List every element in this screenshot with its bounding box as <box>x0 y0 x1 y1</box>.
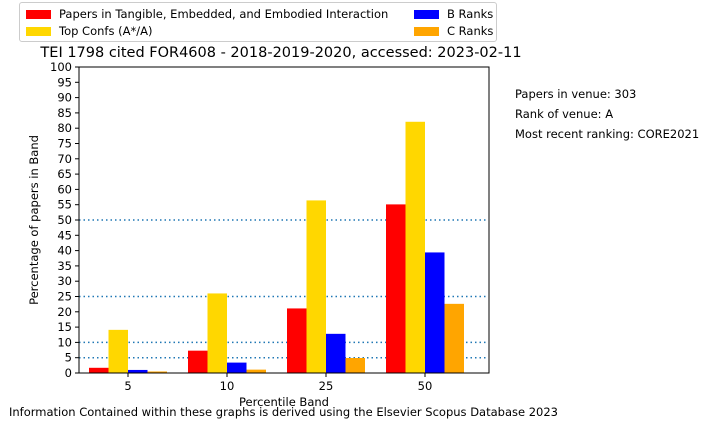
x-tick-label: 25 <box>319 379 334 393</box>
legend-item-b-ranks: B Ranks <box>414 7 493 21</box>
bar-5-series-1 <box>108 329 128 373</box>
bar-50-series-2 <box>425 252 445 373</box>
bar-5-series-0 <box>89 367 109 373</box>
x-axis-label: Percentile Band <box>239 395 329 409</box>
papers-in-venue: Papers in venue: 303 <box>515 87 637 101</box>
footer-note: Information Contained within these graph… <box>9 405 558 419</box>
y-tick-label: 10 <box>57 335 72 349</box>
bar-10-series-2 <box>227 362 247 373</box>
bar-50-series-3 <box>444 303 464 373</box>
y-tick-label: 20 <box>57 305 72 319</box>
y-tick-label: 85 <box>57 106 72 120</box>
legend-swatch-blue <box>414 9 439 19</box>
bars-group <box>89 121 464 373</box>
reference-lines <box>79 219 489 359</box>
bar-25-series-3 <box>345 358 365 373</box>
x-tick-label: 50 <box>418 379 433 393</box>
bar-10-series-0 <box>188 350 208 373</box>
bar-5-series-3 <box>147 371 167 373</box>
y-tick-label: 5 <box>65 351 72 365</box>
bar-50-series-1 <box>405 121 425 373</box>
y-tick-label: 40 <box>57 244 72 258</box>
y-tick-label: 70 <box>57 152 72 166</box>
y-tick-label: 90 <box>57 91 72 105</box>
y-tick-label: 0 <box>65 366 72 380</box>
chart-title: TEI 1798 cited FOR4608 - 2018-2019-2020,… <box>40 45 522 61</box>
y-tick-label: 80 <box>57 121 72 135</box>
legend-swatch-gold <box>26 26 51 36</box>
y-tick-label: 25 <box>57 290 72 304</box>
legend-item-c-ranks: C Ranks <box>414 24 493 38</box>
y-tick-label: 30 <box>57 274 72 288</box>
y-tick-label: 35 <box>57 259 72 273</box>
y-tick-label: 50 <box>57 213 72 227</box>
x-axis: 5 10 25 50 <box>124 373 432 393</box>
y-tick-label: 100 <box>50 60 72 74</box>
x-tick-label: 5 <box>124 379 131 393</box>
legend-item-top-confs: Top Confs (A*/A) <box>26 24 152 38</box>
legend-label: C Ranks <box>447 24 494 38</box>
bar-25-series-1 <box>306 200 326 373</box>
bar-25-series-0 <box>287 308 307 373</box>
legend-swatch-red <box>26 9 51 19</box>
y-tick-label: 60 <box>57 182 72 196</box>
legend-item-tei-papers: Papers in Tangible, Embedded, and Embodi… <box>26 7 388 21</box>
most-recent-ranking: Most recent ranking: CORE2021 <box>515 127 700 141</box>
bar-5-series-2 <box>128 369 148 373</box>
legend-swatch-orange <box>414 26 439 36</box>
legend: Papers in Tangible, Embedded, and Embodi… <box>19 2 497 42</box>
y-axis-label: Percentage of papers in Band <box>27 135 41 305</box>
y-tick-label: 45 <box>57 228 72 242</box>
bar-50-series-0 <box>386 204 406 373</box>
x-tick-label: 10 <box>220 379 235 393</box>
bar-10-series-3 <box>246 369 266 373</box>
bar-10-series-1 <box>207 293 227 373</box>
y-tick-label: 65 <box>57 167 72 181</box>
legend-label: Papers in Tangible, Embedded, and Embodi… <box>59 7 389 21</box>
bar-25-series-2 <box>326 333 346 373</box>
y-tick-label: 75 <box>57 137 72 151</box>
y-tick-label: 15 <box>57 320 72 334</box>
rank-of-venue: Rank of venue: A <box>515 107 614 121</box>
legend-label: B Ranks <box>447 7 494 21</box>
legend-label: Top Confs (A*/A) <box>59 24 153 38</box>
y-tick-label: 95 <box>57 75 72 89</box>
y-tick-label: 55 <box>57 198 72 212</box>
